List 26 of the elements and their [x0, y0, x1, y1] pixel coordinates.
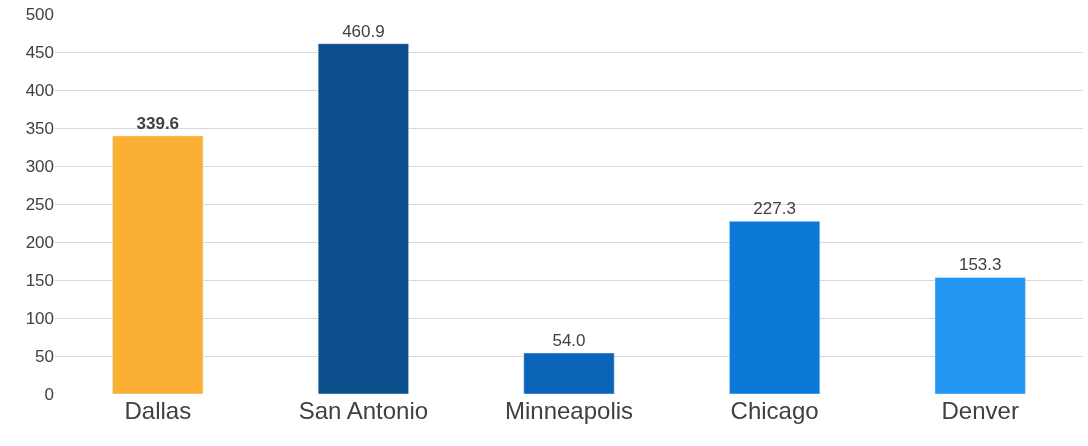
y-tick-label: 0 — [44, 384, 54, 404]
y-tick-label: 150 — [25, 270, 54, 290]
x-tick-label: Denver — [941, 397, 1019, 424]
bar — [934, 277, 1026, 394]
y-tick-label: 250 — [25, 194, 54, 214]
bar — [729, 221, 821, 394]
x-tick-label: San Antonio — [298, 397, 429, 424]
y-tick-label: 100 — [25, 308, 54, 328]
y-tick-label: 350 — [25, 118, 54, 138]
data-label: 153.3 — [958, 255, 1002, 275]
bar — [112, 135, 204, 394]
y-tick-label: 200 — [25, 232, 54, 252]
y-tick-label: 50 — [35, 346, 54, 366]
data-label: 227.3 — [753, 199, 796, 219]
data-label: 339.6 — [136, 113, 180, 133]
y-tick-label: 450 — [25, 42, 54, 62]
data-label: 460.9 — [342, 21, 385, 41]
bar — [317, 43, 409, 394]
x-tick-label: Chicago — [730, 397, 819, 424]
bar — [523, 352, 615, 394]
y-tick-label: 300 — [25, 156, 54, 176]
x-tick-label: Dallas — [124, 397, 192, 424]
data-label: 54.0 — [552, 330, 586, 350]
y-tick-label: 400 — [25, 80, 54, 100]
x-tick-label: Minneapolis — [504, 397, 634, 424]
y-tick-label: 500 — [25, 4, 54, 24]
